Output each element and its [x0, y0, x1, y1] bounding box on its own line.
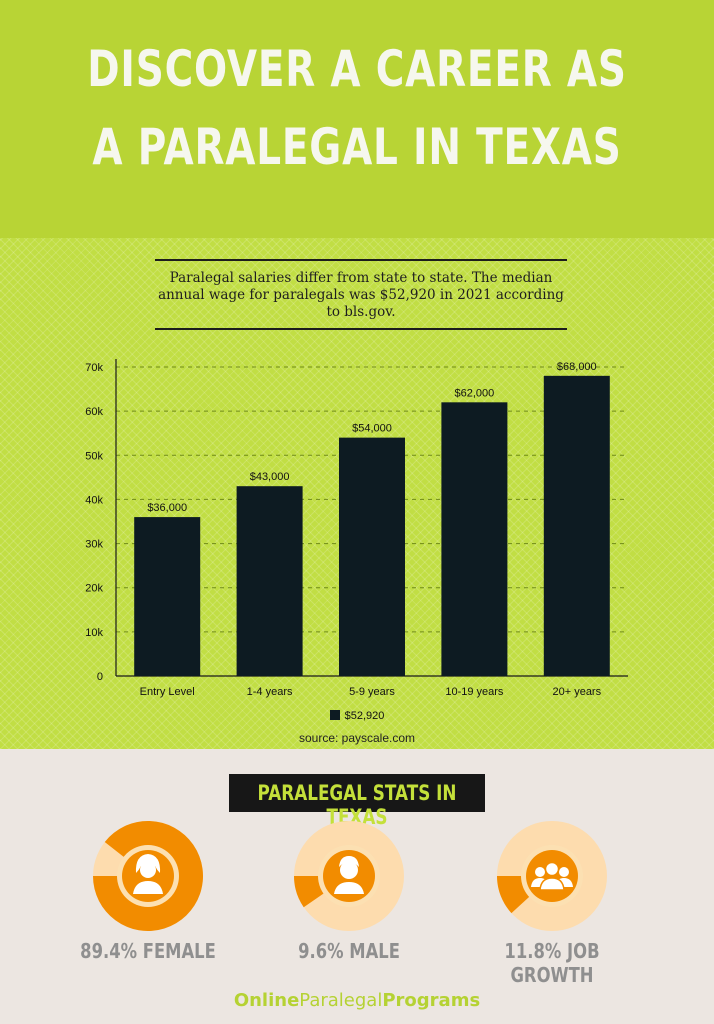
- salary-bar-chart: 0 10k 20k 30k 40k 50k 60k 70k $36,000 Entry Level…: [85, 359, 628, 698]
- group-people-icon: [531, 861, 573, 891]
- x-tick-label: 1-4 years: [247, 686, 293, 698]
- growth-donut: [497, 821, 607, 931]
- stat-female: 89.4% FEMALE: [58, 821, 238, 971]
- stat-growth-label: 11.8% JOB GROWTH: [504, 939, 600, 987]
- y-tick-label: 70k: [85, 362, 103, 374]
- y-tick-label: 50k: [85, 450, 103, 462]
- footer-brand: OnlineParalegalPrograms: [0, 990, 714, 1011]
- intro-text: Paralegal salaries differ from state to …: [158, 270, 564, 320]
- stats-section: PARALEGAL STATS IN TEXAS 89.4% FEMALE: [0, 749, 714, 1024]
- male-donut: [294, 821, 404, 931]
- stat-male: 9.6% MALE: [259, 821, 439, 971]
- bar: [236, 486, 303, 676]
- data-label: $36,000: [147, 502, 187, 514]
- divider-top: [155, 259, 567, 261]
- y-tick-label: 30k: [85, 539, 103, 551]
- y-tick-label: 10k: [85, 627, 103, 639]
- chart-section: Paralegal salaries differ from state to …: [0, 238, 714, 749]
- brand-word-programs: Programs: [382, 990, 481, 1011]
- page-title-line-2: A PARALEGAL IN TEXAS: [92, 118, 622, 176]
- female-person-icon: [133, 854, 163, 894]
- bar: [441, 402, 508, 676]
- data-label: $62,000: [455, 387, 495, 399]
- bar: [543, 375, 610, 676]
- stats-title-box: PARALEGAL STATS IN TEXAS: [229, 774, 485, 829]
- stats-title: PARALEGAL STATS IN TEXAS: [257, 781, 457, 829]
- stat-job-growth: 11.8% JOB GROWTH: [462, 821, 642, 987]
- y-tick-label: 40k: [85, 494, 103, 506]
- legend-swatch: [329, 710, 340, 720]
- data-label: $54,000: [352, 423, 392, 435]
- bar: [134, 517, 201, 676]
- x-tick-label: 5-9 years: [349, 686, 395, 698]
- chart-source: source: payscale.com: [298, 731, 416, 745]
- legend-label: $52,920: [344, 710, 385, 722]
- bar: [339, 437, 405, 676]
- data-label: $43,000: [250, 471, 290, 483]
- y-tick-label: 60k: [85, 406, 103, 418]
- divider-bottom: [155, 328, 567, 330]
- data-label: $68,000: [557, 361, 597, 373]
- x-tick-label: 10-19 years: [445, 686, 504, 698]
- female-donut: [93, 821, 203, 931]
- y-tick-label: 20k: [85, 583, 103, 595]
- stat-male-label: 9.6% MALE: [298, 939, 400, 963]
- header-banner: DISCOVER A CAREER AS A PARALEGAL IN TEXA…: [0, 0, 714, 238]
- chart-legend: $52,920: [0, 710, 714, 722]
- brand-word-paralegal: Paralegal: [299, 990, 383, 1011]
- male-person-icon: [334, 856, 364, 894]
- stat-female-label: 89.4% FEMALE: [80, 939, 216, 963]
- page-title-line-1: DISCOVER A CAREER AS: [87, 40, 627, 98]
- brand-word-online: Online: [233, 990, 300, 1011]
- x-tick-label: 20+ years: [552, 686, 601, 698]
- x-tick-label: Entry Level: [140, 686, 195, 698]
- y-tick-label: 0: [97, 671, 103, 683]
